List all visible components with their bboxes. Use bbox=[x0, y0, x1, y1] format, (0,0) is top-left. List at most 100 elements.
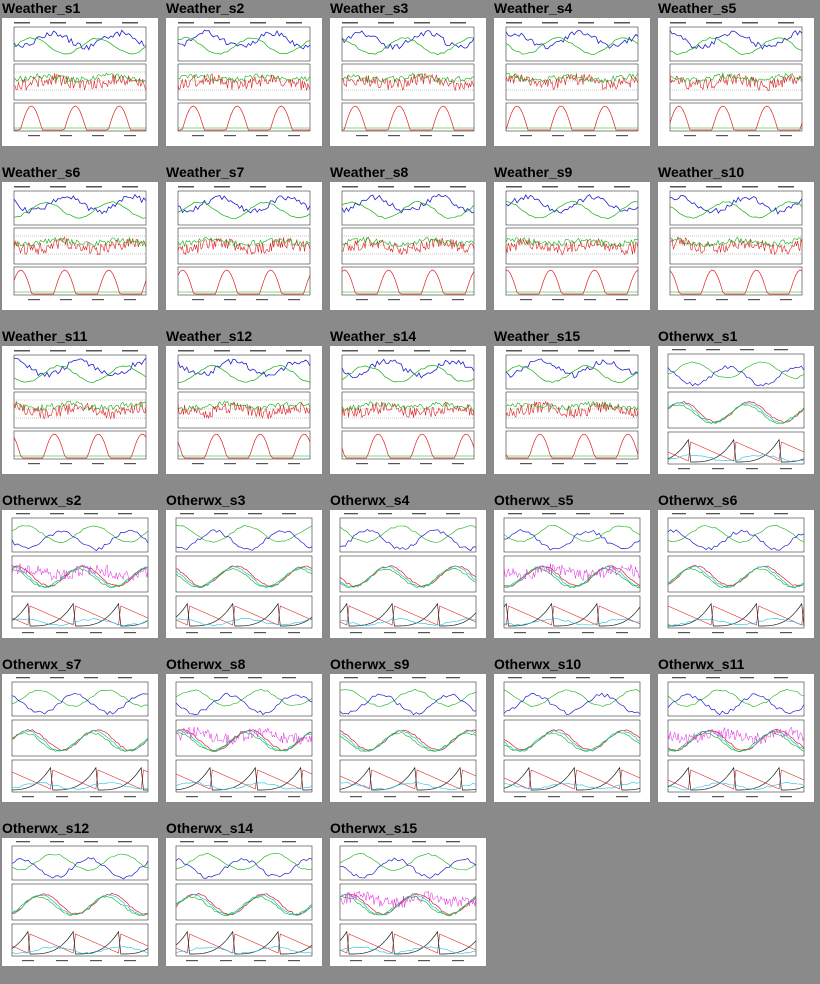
thumbnail-plot-image[interactable] bbox=[166, 674, 322, 802]
thumbnail-title: Weather_s14 bbox=[330, 328, 417, 344]
thumbnail-title: Otherwx_s1 bbox=[658, 328, 738, 344]
thumbnail-title: Weather_s8 bbox=[330, 164, 409, 180]
thumbnail-cell: Weather_s1 bbox=[0, 0, 160, 162]
thumbnail-cell: Otherwx_s9 bbox=[328, 656, 488, 818]
thumbnail-title: Weather_s10 bbox=[658, 164, 745, 180]
thumbnail-plot-image[interactable] bbox=[166, 510, 322, 638]
thumbnail-title: Otherwx_s11 bbox=[658, 656, 745, 672]
thumbnail-title: Otherwx_s8 bbox=[166, 656, 246, 672]
thumbnail-plot-image[interactable] bbox=[2, 674, 158, 802]
thumbnail-plot-image[interactable] bbox=[330, 510, 486, 638]
thumbnail-title: Otherwx_s2 bbox=[2, 492, 82, 508]
thumbnail-plot-image[interactable] bbox=[330, 346, 486, 474]
thumbnail-title: Otherwx_s4 bbox=[330, 492, 410, 508]
thumbnail-plot-image[interactable] bbox=[658, 182, 814, 310]
plot-preview bbox=[341, 186, 475, 301]
thumbnail-title: Otherwx_s14 bbox=[166, 820, 254, 836]
thumbnail-cell: Weather_s12 bbox=[164, 328, 324, 490]
thumbnail-title: Weather_s4 bbox=[494, 0, 573, 16]
plot-preview bbox=[669, 186, 803, 301]
thumbnail-plot-image[interactable] bbox=[2, 838, 158, 966]
plot-preview bbox=[341, 22, 475, 137]
thumbnail-cell: Otherwx_s6 bbox=[656, 492, 816, 654]
thumbnail-plot-image[interactable] bbox=[494, 346, 650, 474]
plot-preview bbox=[13, 350, 147, 465]
thumbnail-plot-image[interactable] bbox=[658, 18, 814, 146]
thumbnail-title: Otherwx_s7 bbox=[2, 656, 82, 672]
thumbnail-plot-image[interactable] bbox=[494, 18, 650, 146]
plot-preview bbox=[503, 677, 641, 798]
thumbnail-title: Otherwx_s15 bbox=[330, 820, 418, 836]
plot-preview bbox=[667, 513, 805, 634]
thumbnail-plot-image[interactable] bbox=[330, 674, 486, 802]
thumbnail-plot-image[interactable] bbox=[2, 346, 158, 474]
thumbnail-plot-image[interactable] bbox=[494, 510, 650, 638]
thumbnail-plot-image[interactable] bbox=[2, 18, 158, 146]
thumbnail-title: Otherwx_s3 bbox=[166, 492, 246, 508]
plot-preview bbox=[505, 22, 639, 137]
thumbnail-cell: Weather_s11 bbox=[0, 328, 160, 490]
thumbnail-plot-image[interactable] bbox=[166, 346, 322, 474]
thumbnail-cell: Otherwx_s2 bbox=[0, 492, 160, 654]
thumbnail-cell: Otherwx_s12 bbox=[0, 820, 160, 982]
thumbnail-cell: Otherwx_s1 bbox=[656, 328, 816, 490]
plot-preview bbox=[175, 677, 313, 798]
plot-preview bbox=[177, 350, 311, 465]
thumbnail-plot-image[interactable] bbox=[658, 510, 814, 638]
thumbnail-plot-image[interactable] bbox=[166, 182, 322, 310]
thumbnail-cell: Otherwx_s7 bbox=[0, 656, 160, 818]
thumbnail-plot-image[interactable] bbox=[330, 182, 486, 310]
thumbnail-title: Weather_s3 bbox=[330, 0, 409, 16]
thumbnail-title: Otherwx_s9 bbox=[330, 656, 410, 672]
plot-preview bbox=[11, 513, 149, 634]
thumbnail-cell: Weather_s14 bbox=[328, 328, 488, 490]
thumbnail-cell: Weather_s6 bbox=[0, 164, 160, 326]
plot-preview bbox=[669, 22, 803, 137]
plot-preview bbox=[505, 350, 639, 465]
thumbnail-plot-image[interactable] bbox=[166, 18, 322, 146]
plot-preview bbox=[11, 841, 149, 962]
plot-preview bbox=[341, 350, 475, 465]
thumbnail-title: Weather_s15 bbox=[494, 328, 581, 344]
plot-preview bbox=[667, 349, 805, 470]
thumbnail-cell: Weather_s5 bbox=[656, 0, 816, 162]
thumbnail-plot-image[interactable] bbox=[330, 18, 486, 146]
thumbnail-cell: Otherwx_s11 bbox=[656, 656, 816, 818]
thumbnail-plot-image[interactable] bbox=[658, 674, 814, 802]
thumbnail-cell: Weather_s3 bbox=[328, 0, 488, 162]
thumbnail-plot-image[interactable] bbox=[494, 182, 650, 310]
thumbnail-cell: Weather_s9 bbox=[492, 164, 652, 326]
plot-preview bbox=[11, 677, 149, 798]
plot-preview bbox=[13, 186, 147, 301]
thumbnail-cell: Otherwx_s3 bbox=[164, 492, 324, 654]
thumbnail-cell: Weather_s10 bbox=[656, 164, 816, 326]
thumbnail-cell: Otherwx_s5 bbox=[492, 492, 652, 654]
thumbnail-cell: Otherwx_s10 bbox=[492, 656, 652, 818]
thumbnail-plot-image[interactable] bbox=[330, 838, 486, 966]
thumbnail-cell: Weather_s7 bbox=[164, 164, 324, 326]
thumbnail-plot-image[interactable] bbox=[658, 346, 814, 474]
thumbnail-title: Otherwx_s5 bbox=[494, 492, 574, 508]
thumbnail-cell: Otherwx_s15 bbox=[328, 820, 488, 982]
plot-preview bbox=[503, 513, 641, 634]
plot-preview bbox=[667, 677, 805, 798]
thumbnail-title: Weather_s7 bbox=[166, 164, 245, 180]
plot-preview bbox=[505, 186, 639, 301]
thumbnail-title: Weather_s1 bbox=[2, 0, 81, 16]
thumbnail-title: Otherwx_s10 bbox=[494, 656, 582, 672]
plot-preview bbox=[339, 677, 477, 798]
thumbnail-cell: Weather_s15 bbox=[492, 328, 652, 490]
thumbnail-title: Weather_s9 bbox=[494, 164, 573, 180]
thumbnail-cell: Otherwx_s8 bbox=[164, 656, 324, 818]
thumbnail-cell: Weather_s8 bbox=[328, 164, 488, 326]
thumbnail-plot-image[interactable] bbox=[2, 182, 158, 310]
thumbnail-plot-image[interactable] bbox=[494, 674, 650, 802]
thumbnail-cell: Otherwx_s4 bbox=[328, 492, 488, 654]
plot-preview bbox=[339, 513, 477, 634]
plot-preview bbox=[177, 186, 311, 301]
thumbnail-title: Weather_s11 bbox=[2, 328, 88, 344]
thumbnail-plot-image[interactable] bbox=[2, 510, 158, 638]
plot-preview bbox=[13, 22, 147, 137]
thumbnail-plot-image[interactable] bbox=[166, 838, 322, 966]
